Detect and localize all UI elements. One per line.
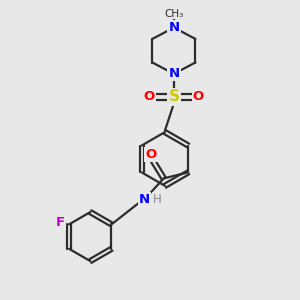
Text: N: N [168,21,179,34]
Text: O: O [144,90,155,103]
Text: S: S [168,89,179,104]
Text: O: O [193,90,204,103]
Text: N: N [139,193,150,206]
Text: F: F [56,216,65,230]
Text: N: N [168,68,179,80]
Text: O: O [145,148,157,161]
Text: CH₃: CH₃ [164,8,184,19]
Text: H: H [153,193,162,206]
